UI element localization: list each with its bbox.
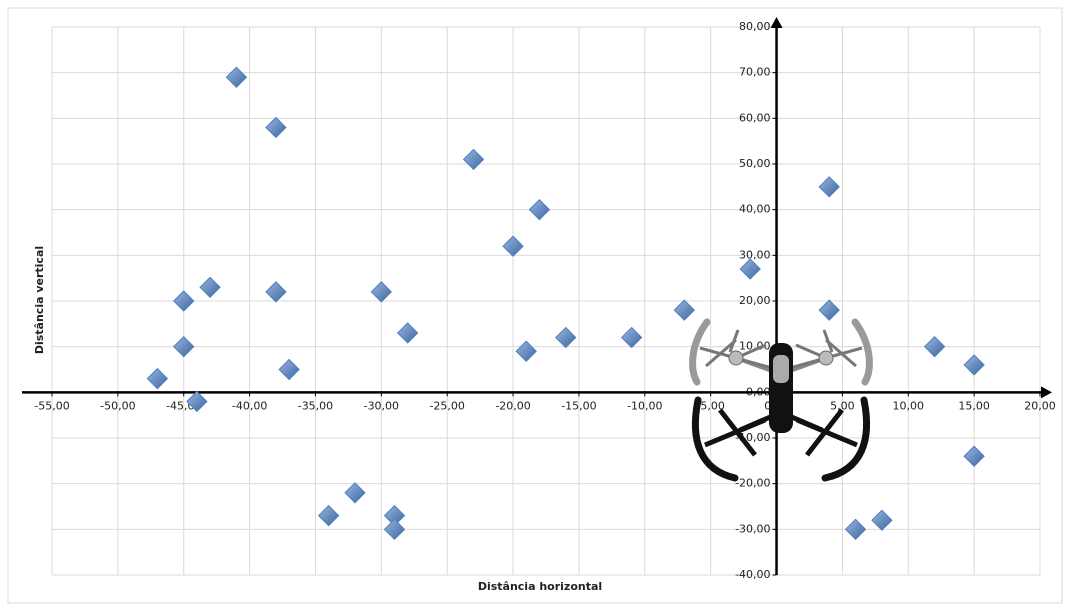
x-tick-label: -40,00 xyxy=(232,399,267,412)
page: -55,00-50,00-45,00-40,00-35,00-30,00-25,… xyxy=(0,0,1070,611)
x-tick-label: 20,00 xyxy=(1024,399,1056,412)
y-tick-label: 70,00 xyxy=(739,66,771,79)
y-axis-title: Distância vertical xyxy=(33,246,46,354)
x-tick-label: -15,00 xyxy=(561,399,596,412)
x-tick-label: -25,00 xyxy=(429,399,464,412)
x-tick-label: -50,00 xyxy=(100,399,135,412)
y-tick-label: 50,00 xyxy=(739,157,771,170)
chart-frame xyxy=(8,8,1062,603)
y-tick-label: 80,00 xyxy=(739,20,771,33)
x-tick-label: -30,00 xyxy=(364,399,399,412)
x-tick-label: 10,00 xyxy=(893,399,925,412)
x-tick-label: -20,00 xyxy=(495,399,530,412)
y-tick-label: 20,00 xyxy=(739,294,771,307)
x-tick-label: -10,00 xyxy=(627,399,662,412)
y-tick-label: -20,00 xyxy=(735,477,770,490)
y-tick-label: 60,00 xyxy=(739,111,771,124)
x-tick-label: -55,00 xyxy=(34,399,69,412)
x-axis-title: Distância horizontal xyxy=(478,580,602,593)
y-tick-label: -40,00 xyxy=(735,568,770,581)
y-tick-label: -30,00 xyxy=(735,522,770,535)
chart: -55,00-50,00-45,00-40,00-35,00-30,00-25,… xyxy=(0,0,1070,611)
x-tick-label: 15,00 xyxy=(958,399,990,412)
y-tick-label: 40,00 xyxy=(739,203,771,216)
y-tick-label: 30,00 xyxy=(739,248,771,261)
x-tick-label: -35,00 xyxy=(298,399,333,412)
